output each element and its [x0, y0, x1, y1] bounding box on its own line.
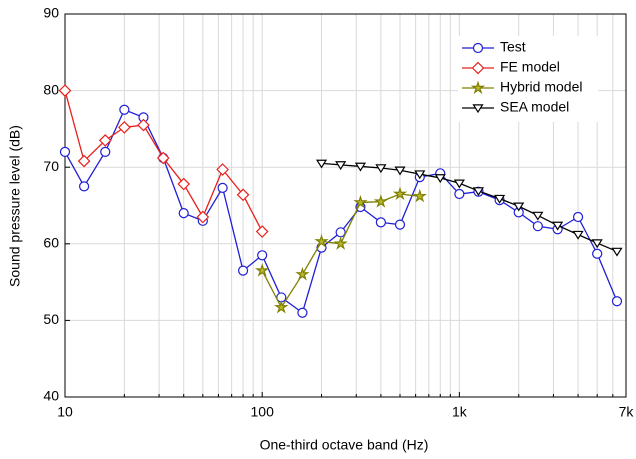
marker — [454, 188, 465, 200]
x-tick-label: 100 — [251, 404, 275, 420]
y-tick-label: 90 — [43, 5, 59, 21]
marker — [59, 146, 71, 157]
marker — [375, 164, 387, 174]
marker — [274, 299, 289, 314]
marker — [314, 233, 329, 248]
marker — [373, 194, 389, 208]
marker — [572, 211, 584, 223]
marker — [79, 181, 90, 192]
legend-marker — [471, 61, 485, 75]
legend-label: Test — [500, 39, 526, 55]
y-tick-label: 70 — [43, 158, 59, 174]
marker — [552, 221, 564, 231]
x-axis-label: One-third octave band (Hz) — [260, 437, 429, 453]
marker — [295, 266, 310, 281]
marker — [119, 104, 130, 115]
marker — [611, 296, 623, 307]
marker — [394, 219, 406, 230]
marker — [611, 247, 623, 257]
legend-label: Hybrid model — [500, 79, 582, 95]
marker — [196, 210, 210, 224]
marker — [177, 177, 191, 191]
marker — [434, 174, 446, 184]
marker — [255, 263, 270, 277]
legend-label: FE model — [500, 59, 560, 75]
marker — [257, 250, 268, 261]
series-line — [64, 108, 618, 314]
marker — [335, 227, 346, 238]
marker — [414, 170, 426, 180]
marker — [315, 159, 328, 169]
y-tick-label: 40 — [43, 388, 59, 404]
series-line — [321, 162, 618, 253]
marker — [375, 217, 386, 228]
marker — [137, 118, 150, 132]
marker — [178, 208, 189, 219]
marker — [236, 188, 250, 202]
marker — [77, 154, 91, 168]
marker — [472, 187, 485, 197]
marker — [354, 162, 367, 172]
marker — [297, 307, 308, 318]
marker — [156, 151, 170, 165]
plot-frame — [64, 13, 627, 398]
marker — [216, 163, 229, 176]
marker — [592, 248, 603, 259]
marker — [335, 161, 347, 171]
legend-marker — [470, 80, 486, 95]
marker — [591, 239, 603, 249]
marker — [532, 211, 544, 221]
y-tick-label: 60 — [43, 235, 59, 251]
marker — [353, 194, 368, 209]
marker — [412, 188, 427, 203]
marker — [453, 179, 465, 189]
marker — [532, 221, 543, 232]
y-tick-label: 50 — [43, 311, 59, 327]
marker — [217, 182, 228, 193]
x-tick-label: 7k — [619, 404, 635, 420]
x-tick-label: 1k — [452, 404, 468, 420]
marker — [100, 146, 111, 157]
marker — [394, 166, 406, 176]
legend-marker — [472, 42, 484, 54]
marker — [333, 236, 348, 250]
y-tick-label: 80 — [43, 81, 59, 97]
marker — [513, 202, 525, 212]
marker — [572, 230, 584, 240]
y-axis-label: Sound pressure level (dB) — [7, 125, 23, 287]
marker — [494, 194, 506, 204]
legend-marker — [472, 104, 484, 114]
marker — [118, 121, 131, 134]
x-tick-label: 10 — [57, 404, 73, 420]
marker — [58, 84, 72, 97]
marker — [392, 186, 408, 201]
marker — [98, 134, 112, 147]
legend-label: SEA model — [500, 99, 569, 115]
series-line — [261, 193, 420, 309]
marker — [237, 265, 249, 276]
marker — [255, 225, 269, 238]
